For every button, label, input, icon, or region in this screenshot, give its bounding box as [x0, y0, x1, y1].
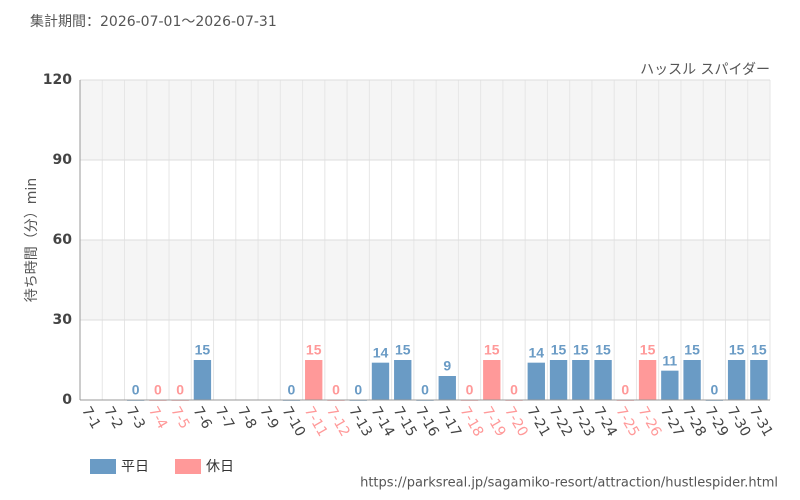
data-label: 15	[484, 342, 500, 358]
x-tick-label: 7-31	[746, 404, 776, 440]
data-label: 0	[354, 382, 362, 398]
bar	[683, 360, 701, 400]
data-label: 15	[729, 342, 745, 358]
data-label: 0	[132, 382, 140, 398]
data-label: 15	[573, 342, 589, 358]
bar	[594, 360, 612, 400]
data-label: 11	[662, 352, 677, 368]
data-label: 15	[551, 342, 567, 358]
data-label: 15	[195, 342, 211, 358]
bar	[572, 360, 590, 400]
data-label: 15	[751, 342, 767, 358]
data-label: 9	[443, 358, 451, 374]
bar	[193, 360, 212, 400]
data-label: 0	[154, 382, 162, 398]
grid-band	[80, 240, 770, 320]
legend-swatch	[175, 459, 201, 474]
legend-label: 平日	[121, 459, 149, 475]
bar	[438, 376, 456, 400]
source: https://parksreal.jp/sagamiko-resort/att…	[360, 476, 778, 491]
y-tick-label: 90	[53, 152, 73, 168]
data-label: 0	[621, 382, 629, 398]
x-tick-label: 7-8	[234, 404, 259, 432]
data-label: 14	[373, 344, 389, 360]
data-label: 0	[710, 382, 718, 398]
x-tick-label: 7-4	[145, 404, 170, 432]
bar	[638, 360, 657, 400]
data-label: 0	[466, 382, 474, 398]
grid-band	[80, 80, 770, 160]
bar	[371, 362, 390, 400]
y-tick-label: 60	[53, 232, 73, 248]
x-tick-label: 7-1	[78, 404, 103, 432]
data-label: 0	[288, 382, 296, 398]
bar	[727, 360, 746, 400]
legend-label: 休日	[206, 459, 234, 475]
data-label: 0	[421, 382, 429, 398]
data-label: 14	[529, 344, 545, 360]
x-tick-label: 7-3	[123, 404, 148, 432]
data-label: 15	[306, 342, 322, 358]
y-axis-label: 待ち時間（分）min	[24, 178, 40, 302]
data-label: 15	[684, 342, 700, 358]
bar	[750, 360, 768, 400]
x-tick-label: 7-7	[212, 404, 237, 432]
data-label: 15	[595, 342, 611, 358]
x-tick-label: 7-2	[100, 404, 125, 432]
chart-title: ハッスル スパイダー	[640, 62, 770, 78]
y-tick-label: 120	[43, 72, 72, 88]
bar	[527, 362, 545, 400]
x-tick-label: 7-9	[256, 404, 281, 432]
data-label: 0	[176, 382, 184, 398]
data-label: 0	[510, 382, 518, 398]
data-label: 15	[640, 342, 656, 358]
period: 集計期間：2026-07-01～2026-07-31	[30, 13, 277, 30]
x-tick-label: 7-6	[189, 404, 214, 432]
bar	[305, 360, 323, 400]
bar	[661, 370, 679, 400]
y-tick-label: 30	[53, 312, 73, 328]
x-tick-label: 7-5	[167, 404, 192, 432]
bar	[394, 360, 412, 400]
data-label: 0	[332, 382, 340, 398]
bar	[549, 360, 568, 400]
data-label: 15	[395, 342, 411, 358]
y-tick-label: 0	[62, 392, 72, 408]
legend-swatch	[90, 459, 116, 474]
bar	[483, 360, 501, 400]
